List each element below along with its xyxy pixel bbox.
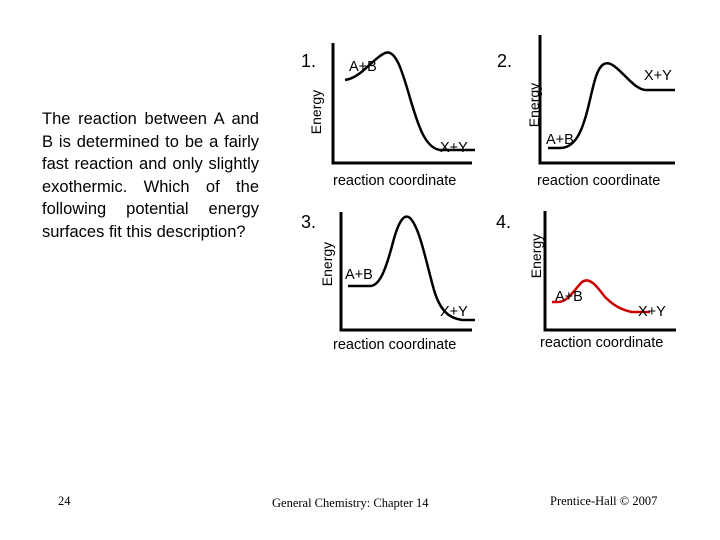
diagram-2-product-label: X+Y [644,68,672,84]
diagram-1-product-label: X+Y [440,140,468,156]
diagram-1-axes [331,43,472,165]
diagram-2-y-axis-label: Energy [526,82,542,128]
diagram-3-x-axis-label: reaction coordinate [333,337,457,353]
diagram-3-curve [348,215,475,322]
diagram-4-product-label: X+Y [638,304,666,320]
diagram-3-number: 3. [301,212,317,232]
diagram-1-curve [344,51,475,152]
diagram-4-number: 4. [496,212,512,232]
diagram-2-curve [548,62,675,150]
footer-chapter: General Chemistry: Chapter 14 [272,496,429,510]
diagram-3-axes [339,212,472,332]
diagram-3-y-axis-label: Energy [319,241,335,287]
diagram-2-reactant-label: A+B [546,132,574,148]
diagram-4-x-axis-label: reaction coordinate [540,335,664,351]
diagram-4-reactant-label: A+B [555,289,583,305]
diagram-3-product-label: X+Y [440,304,468,320]
diagram-4-curve [552,279,650,314]
diagram-4-axes [543,211,676,332]
diagram-2-x-axis-label: reaction coordinate [537,173,661,189]
diagram-1-y-axis-label: Energy [308,89,324,135]
footer-copyright: Prentice-Hall © 2007 [550,494,658,508]
diagram-1-number: 1. [301,51,317,71]
page-number: 24 [58,494,71,508]
question-text: The reaction between A and B is determin… [42,110,259,241]
diagram-1-reactant-label: A+B [349,59,377,75]
diagram-3-reactant-label: A+B [345,267,373,283]
diagram-2-number: 2. [497,51,513,71]
diagram-4-y-axis-label: Energy [528,233,544,279]
diagram-2-axes [538,35,675,165]
diagram-1-x-axis-label: reaction coordinate [333,173,457,189]
